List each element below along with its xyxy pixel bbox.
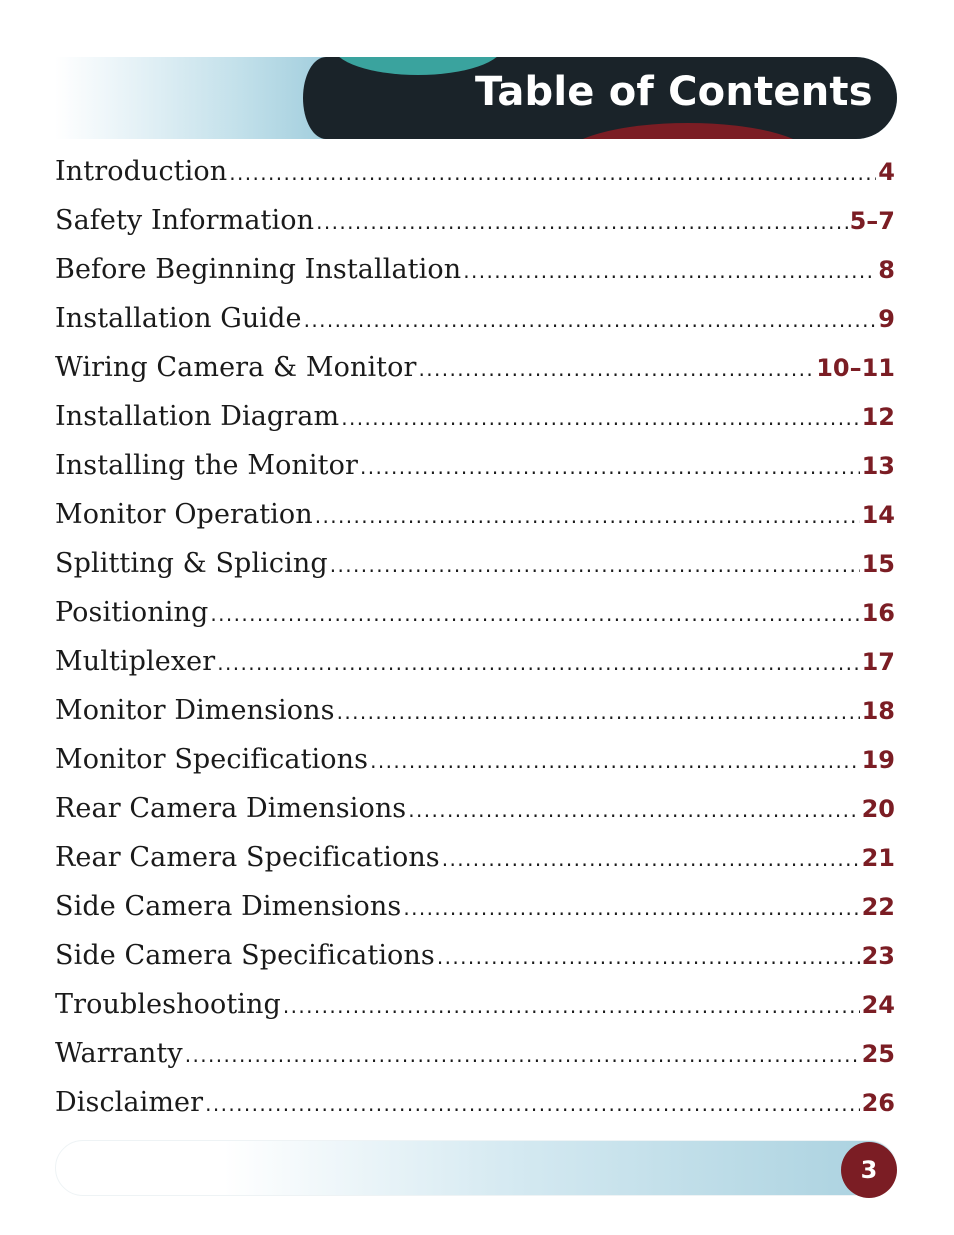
toc-entry[interactable]: Warranty 25: [55, 1038, 895, 1087]
toc-entry-page: 5–7: [849, 207, 895, 235]
dot-leader: [330, 553, 860, 577]
dot-leader: [419, 357, 815, 381]
toc-entry[interactable]: Monitor Operation 14: [55, 499, 895, 548]
toc-entry-title: Rear Camera Specifications: [55, 842, 440, 873]
toc-entry-title: Disclaimer: [55, 1087, 204, 1118]
toc-entry-title: Monitor Dimensions: [55, 695, 335, 726]
toc-entry-page: 15: [861, 550, 895, 578]
footer-bar: [55, 1140, 897, 1196]
dot-leader: [360, 455, 860, 479]
table-of-contents: Introduction 4 Safety Information 5–7 Befo…: [55, 156, 895, 1136]
dot-leader: [315, 504, 860, 528]
toc-entry-page: 9: [878, 305, 895, 333]
toc-entry[interactable]: Side Camera Dimensions 22: [55, 891, 895, 940]
dot-leader: [442, 847, 860, 871]
toc-entry-page: 25: [861, 1040, 895, 1068]
toc-entry-page: 17: [861, 648, 895, 676]
toc-entry-title: Introduction: [55, 156, 228, 187]
red-decoration: [563, 123, 813, 139]
toc-entry[interactable]: Installing the Monitor 13: [55, 450, 895, 499]
toc-entry[interactable]: Side Camera Specifications 23: [55, 940, 895, 989]
toc-entry-page: 19: [861, 746, 895, 774]
toc-entry-page: 14: [861, 501, 895, 529]
toc-entry[interactable]: Multiplexer 17: [55, 646, 895, 695]
toc-entry[interactable]: Safety Information 5–7: [55, 205, 895, 254]
toc-entry[interactable]: Installation Guide 9: [55, 303, 895, 352]
toc-entry-page: 24: [861, 991, 895, 1019]
dot-leader: [217, 651, 859, 675]
toc-entry-title: Monitor Operation: [55, 499, 313, 530]
dot-leader: [463, 259, 876, 283]
page-title: Table of Contents: [475, 69, 873, 115]
dot-leader: [370, 749, 860, 773]
toc-entry-page: 10–11: [816, 354, 895, 382]
dot-leader: [283, 994, 860, 1018]
toc-entry-title: Installation Diagram: [55, 401, 340, 432]
toc-entry-page: 8: [878, 256, 895, 284]
dot-leader: [304, 308, 877, 332]
toc-entry-page: 18: [861, 697, 895, 725]
toc-entry-page: 21: [861, 844, 895, 872]
toc-entry-title: Side Camera Specifications: [55, 940, 435, 971]
toc-entry-title: Safety Information: [55, 205, 315, 236]
toc-entry-title: Installing the Monitor: [55, 450, 358, 481]
toc-entry-title: Troubleshooting: [55, 989, 281, 1020]
dot-leader: [337, 700, 860, 724]
header-dark-panel: [303, 57, 897, 139]
toc-entry[interactable]: Introduction 4: [55, 156, 895, 205]
dot-leader: [403, 896, 859, 920]
toc-entry[interactable]: Positioning 16: [55, 597, 895, 646]
toc-entry-title: Installation Guide: [55, 303, 302, 334]
toc-entry-title: Monitor Specifications: [55, 744, 369, 775]
toc-entry[interactable]: Disclaimer 26: [55, 1087, 895, 1136]
toc-entry-title: Splitting & Splicing: [55, 548, 328, 579]
toc-entry[interactable]: Monitor Specifications 19: [55, 744, 895, 793]
dot-leader: [437, 945, 860, 969]
dot-leader: [316, 210, 848, 234]
dot-leader: [229, 161, 876, 185]
toc-entry-title: Positioning: [55, 597, 209, 628]
toc-entry-title: Rear Camera Dimensions: [55, 793, 407, 824]
dot-leader: [205, 1092, 859, 1116]
toc-entry-title: Before Beginning Installation: [55, 254, 462, 285]
toc-entry-page: 16: [861, 599, 895, 627]
dot-leader: [408, 798, 859, 822]
toc-entry[interactable]: Rear Camera Dimensions 20: [55, 793, 895, 842]
toc-entry-page: 4: [878, 158, 895, 186]
teal-decoration: [333, 57, 503, 75]
header-banner: Table of Contents: [55, 57, 897, 139]
page-number-badge: 3: [841, 1142, 897, 1198]
toc-entry-page: 12: [861, 403, 895, 431]
toc-entry[interactable]: Wiring Camera & Monitor 10–11: [55, 352, 895, 401]
toc-entry-title: Warranty: [55, 1038, 183, 1069]
toc-entry[interactable]: Before Beginning Installation 8: [55, 254, 895, 303]
toc-entry[interactable]: Splitting & Splicing 15: [55, 548, 895, 597]
toc-entry[interactable]: Monitor Dimensions 18: [55, 695, 895, 744]
toc-entry-page: 23: [861, 942, 895, 970]
dot-leader: [185, 1043, 860, 1067]
dot-leader: [210, 602, 859, 626]
toc-entry-page: 20: [861, 795, 895, 823]
toc-entry-page: 26: [861, 1089, 895, 1117]
toc-entry[interactable]: Troubleshooting 24: [55, 989, 895, 1038]
toc-entry[interactable]: Rear Camera Specifications 21: [55, 842, 895, 891]
toc-entry-title: Side Camera Dimensions: [55, 891, 402, 922]
toc-entry-page: 22: [861, 893, 895, 921]
toc-entry-page: 13: [861, 452, 895, 480]
toc-entry-title: Wiring Camera & Monitor: [55, 352, 417, 383]
toc-entry[interactable]: Installation Diagram 12: [55, 401, 895, 450]
toc-entry-title: Multiplexer: [55, 646, 216, 677]
dot-leader: [341, 406, 859, 430]
